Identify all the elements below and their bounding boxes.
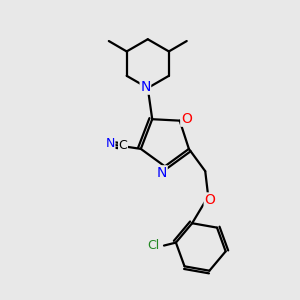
Text: N: N: [140, 80, 151, 94]
Text: O: O: [181, 112, 192, 126]
Text: N: N: [157, 166, 167, 180]
Text: Cl: Cl: [148, 239, 160, 252]
Text: O: O: [204, 193, 215, 207]
Text: C: C: [118, 139, 127, 152]
Text: N: N: [106, 137, 115, 150]
